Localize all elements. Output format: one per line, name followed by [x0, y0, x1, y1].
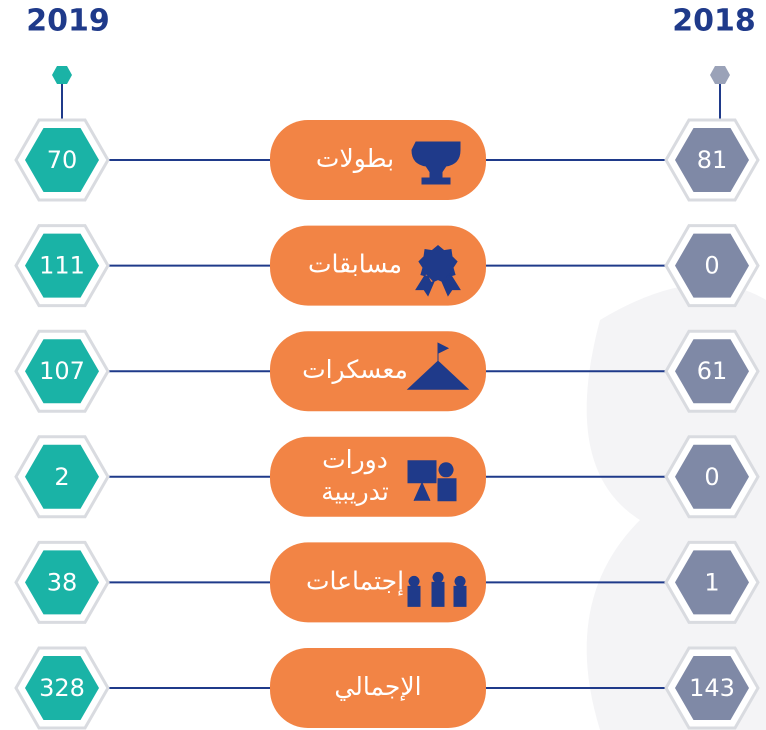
- left-hex: [25, 128, 99, 192]
- label: إجتماعات: [306, 566, 404, 596]
- rows: 70 81 بطولات 111 0 مسابقات 107 61 معسكرات 2 0 دورات…: [14, 118, 760, 730]
- right-marker: [710, 66, 730, 84]
- value-2019: 111: [39, 252, 85, 280]
- icon: [415, 244, 461, 297]
- value-2018: 1: [704, 568, 719, 596]
- right-hex: [675, 128, 749, 192]
- label: مسابقات: [308, 250, 402, 279]
- left-hex: [25, 550, 99, 615]
- icon: [407, 571, 467, 607]
- icon: [407, 460, 457, 502]
- left-hex: [25, 233, 99, 298]
- value-2019: 2: [54, 463, 69, 491]
- label: تدريبية: [321, 477, 389, 506]
- value-2018: 81: [697, 146, 728, 174]
- icon: [411, 141, 461, 185]
- label-pill: [270, 648, 486, 728]
- label: الإجمالي: [334, 672, 421, 701]
- value-2019: 70: [47, 146, 78, 174]
- value-2018: 143: [689, 674, 735, 702]
- left-hex: [25, 339, 99, 404]
- left-marker: [52, 66, 72, 84]
- value-2018: 61: [697, 357, 728, 385]
- label: دورات: [322, 445, 388, 475]
- right-hex: [675, 233, 749, 298]
- value-2018: 0: [704, 463, 719, 491]
- right-year: 2018: [672, 4, 756, 39]
- label: بطولات: [316, 144, 394, 173]
- value-2018: 0: [704, 252, 719, 280]
- left-year: 2019: [26, 4, 110, 39]
- label: معسكرات: [302, 355, 408, 384]
- value-2019: 107: [39, 357, 85, 385]
- right-hex: [675, 656, 749, 720]
- label-pill: [270, 331, 486, 412]
- value-2019: 38: [47, 568, 78, 596]
- value-2019: 328: [39, 674, 85, 702]
- right-hex: [675, 444, 749, 509]
- left-hex: [25, 656, 99, 720]
- right-hex: [675, 550, 749, 615]
- label-pill: [270, 436, 486, 517]
- left-hex: [25, 444, 99, 509]
- icon: [406, 342, 470, 390]
- right-hex: [675, 339, 749, 404]
